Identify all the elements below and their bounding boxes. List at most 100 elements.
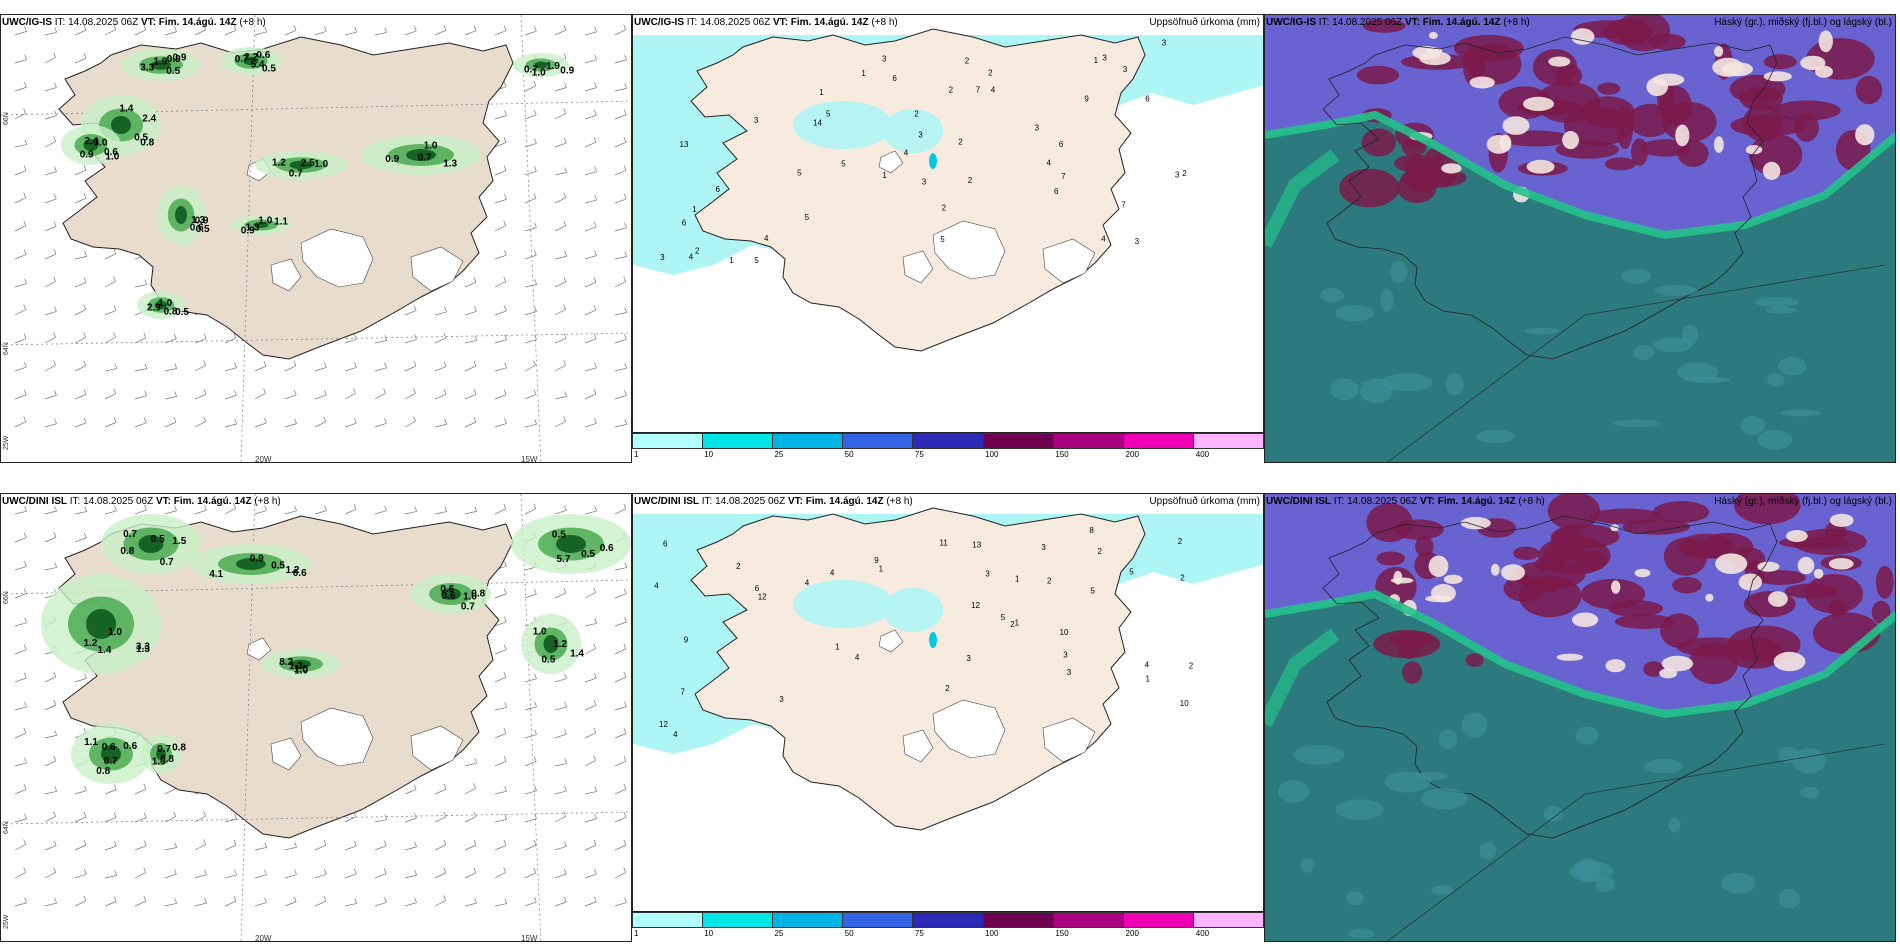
precip-value-label: 8: [1089, 526, 1094, 535]
wind-barb-flag: [413, 25, 417, 32]
precip-value-label: 1.3: [136, 644, 150, 655]
wind-barb-flag: [383, 388, 386, 394]
wind-barb: [404, 30, 417, 36]
precip-area-light: [883, 109, 943, 153]
cloud-high-patch: [1555, 64, 1583, 87]
precip-value-label: 5: [940, 235, 945, 244]
wind-barb-flag: [594, 194, 597, 201]
colorbar-tick-label: 75: [914, 929, 924, 938]
wind-barb-flag: [294, 505, 297, 511]
iceland-land: [690, 507, 1146, 831]
precip-value-label: 0.5: [542, 655, 556, 666]
wind-barb: [494, 760, 507, 767]
map-wind-precip: 0.84.13.30.70.75.78.20.81.00.70.61.40.80…: [1, 494, 631, 941]
cloud-low-patch: [1754, 297, 1799, 308]
wind-barb: [614, 567, 627, 571]
wind-barb: [584, 338, 597, 344]
wind-barb-flag: [263, 417, 267, 424]
cloud-low-patch: [1575, 726, 1599, 745]
precip-title: Uppsöfnuð úrkoma (mm): [1149, 496, 1260, 507]
panel-title: UWC/DINI ISL IT: 14.08.2025 06Z VT: Fim.…: [2, 496, 281, 507]
boundary-line: [1387, 314, 1586, 462]
precip-value-label: 0.7: [123, 529, 137, 540]
wind-barb-flag: [113, 812, 117, 818]
precip-area-heavy: [243, 56, 259, 66]
clear-patch: [1714, 136, 1724, 153]
precip-value-label: 8.2: [279, 657, 293, 668]
wind-barb-flag: [474, 506, 478, 512]
wind-barb-flag: [384, 505, 387, 511]
wind-barb-flag: [473, 811, 477, 817]
wind-barb: [554, 510, 567, 515]
wind-barb: [494, 593, 507, 599]
wind-barb: [434, 423, 447, 428]
wind-barb: [44, 872, 56, 879]
wind-barb-flag: [563, 416, 566, 422]
wind-barb-flag: [594, 362, 597, 368]
colorbar-tick-label: 50: [844, 450, 854, 459]
panel-clouds-bottom: UWC/DINI ISL IT: 14.08.2025 06Z VT: Fim.…: [1264, 493, 1896, 942]
wind-barb-flag: [113, 784, 117, 790]
wind-barb: [584, 622, 597, 627]
precip-value-label: 2.5: [301, 158, 315, 169]
wind-barb: [74, 365, 86, 372]
wind-barb: [494, 394, 507, 400]
wind-barb: [524, 790, 537, 795]
wind-barb-flag: [443, 361, 447, 367]
precip-value-label: 1.3: [289, 661, 303, 672]
wind-barb-flag: [504, 702, 508, 708]
precip-value-label: 2: [1010, 620, 1015, 629]
wind-barb-flag: [413, 360, 417, 367]
wind-barb-flag: [503, 644, 507, 650]
clear-patch: [1571, 28, 1595, 45]
wind-barb-flag: [593, 137, 597, 143]
precip-value-label: 1: [861, 69, 866, 78]
precip-value-label: 2.4: [84, 136, 98, 147]
cloud-high-patch: [1763, 54, 1797, 70]
precip-area-heavy: [291, 659, 311, 669]
precip-value-label: 0.5: [196, 224, 210, 235]
colorbar-segment: [633, 434, 704, 448]
wind-barb: [584, 732, 596, 739]
wind-barb-flag: [564, 82, 567, 88]
wind-barb: [614, 170, 627, 176]
wind-barb-flag: [534, 26, 537, 32]
clear-patch: [1800, 55, 1826, 71]
wind-barb: [524, 678, 537, 683]
precip-value-label: 1: [1146, 675, 1151, 684]
wind-barb: [14, 144, 27, 148]
wind-barb-flag: [564, 841, 567, 847]
wind-barb: [134, 284, 147, 288]
precip-value-label: 3: [1067, 668, 1072, 677]
precip-value-label: 2: [1178, 537, 1183, 546]
wind-barb-flag: [594, 82, 597, 88]
wind-barb: [614, 256, 627, 260]
wind-barb-flag: [473, 389, 477, 395]
cloud-low-patch: [1780, 409, 1822, 417]
wind-barb-flag: [564, 785, 567, 792]
wind-barb: [374, 367, 387, 372]
precip-value-label: 1.2: [286, 565, 300, 576]
wind-barb: [44, 57, 56, 64]
lon-label-20w: 20W: [255, 455, 272, 463]
cloud-high-patch: [1362, 19, 1406, 33]
precip-value-label: 14: [813, 119, 822, 128]
cloud-high-patch: [1662, 102, 1717, 143]
wind-barb-flag: [533, 756, 537, 762]
wind-barb: [44, 704, 57, 711]
precip-value-label: 7: [1121, 201, 1126, 210]
wind-barb: [464, 787, 476, 795]
cloud-low-patch: [1330, 378, 1359, 401]
wind-barb-flag: [53, 221, 57, 227]
precip-area-heavy: [236, 558, 266, 570]
precip-value-label: 1.0: [105, 151, 119, 162]
cloud-high-patch: [1597, 82, 1621, 95]
clear-patch: [1757, 561, 1780, 572]
wind-barb: [374, 845, 387, 851]
precip-area-heavy: [111, 116, 131, 134]
wind-barb: [104, 875, 117, 879]
precip-value-label: 4: [991, 85, 996, 94]
glacier: [932, 220, 1006, 280]
wind-barb-flag: [293, 360, 297, 366]
